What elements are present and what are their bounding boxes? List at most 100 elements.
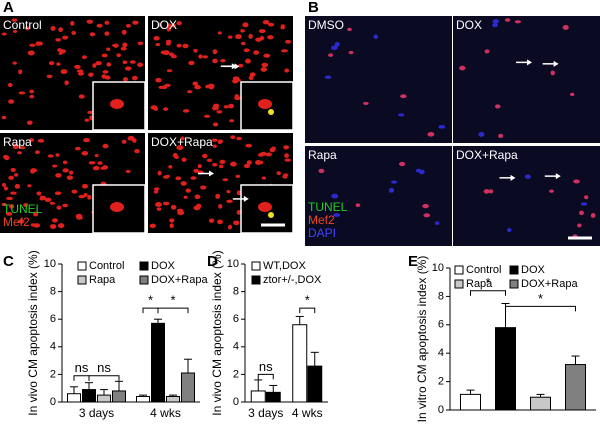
- cell: [363, 101, 369, 105]
- cell: [228, 103, 235, 109]
- cell: [578, 210, 585, 216]
- cell: [132, 138, 137, 143]
- arrow-head: [553, 60, 559, 67]
- bar: [565, 364, 586, 411]
- cell: [153, 190, 159, 194]
- annotation: *: [170, 293, 175, 308]
- cell: [1, 183, 7, 187]
- cell: [234, 94, 239, 99]
- cell: [243, 163, 251, 169]
- cell: [102, 70, 109, 74]
- annotation: *: [148, 293, 153, 308]
- micrograph: [453, 146, 600, 246]
- cell: [102, 165, 109, 170]
- cell: [24, 26, 30, 31]
- apoptotic-cell: [268, 109, 274, 115]
- cell: [504, 18, 511, 22]
- cell: [158, 85, 164, 89]
- cell: [29, 89, 35, 94]
- cell: [507, 227, 512, 233]
- cell: [229, 119, 235, 123]
- arrow-head: [243, 195, 249, 202]
- cell: [570, 92, 575, 97]
- cell: [236, 136, 242, 141]
- cell: [167, 23, 172, 28]
- annotation: ns: [259, 359, 273, 374]
- cell: [211, 106, 219, 111]
- cell: [8, 99, 15, 104]
- cell: [54, 191, 62, 196]
- cell: [333, 213, 341, 217]
- cell: [192, 81, 199, 86]
- cell: [281, 49, 289, 53]
- micrograph: [305, 146, 452, 246]
- cell: [29, 137, 34, 142]
- cell: [29, 94, 35, 99]
- cell: [18, 69, 23, 75]
- cell: [498, 133, 504, 139]
- cell: [1, 202, 7, 207]
- cell: [206, 158, 213, 163]
- cell: [74, 146, 81, 151]
- bar: [530, 396, 551, 411]
- cell: [267, 22, 275, 27]
- cell: [248, 33, 253, 39]
- cell: [175, 176, 182, 181]
- cell: [92, 165, 100, 171]
- y-axis-label: In vivo CM apoptosis index (%): [26, 250, 40, 415]
- cell: [83, 138, 90, 143]
- cell: [101, 53, 108, 58]
- cell: [4, 155, 10, 161]
- cell: [34, 150, 40, 155]
- cell: [164, 83, 171, 87]
- cell: [50, 224, 57, 229]
- cell: [18, 219, 25, 224]
- cell: [438, 125, 446, 129]
- bar: [112, 390, 126, 403]
- cell: [88, 161, 96, 165]
- cell: [186, 90, 193, 94]
- cell: [132, 20, 139, 25]
- cell: [260, 67, 267, 72]
- cell: [492, 23, 498, 28]
- y-axis-label: In vivo CM apoptosis index (%): [210, 250, 224, 415]
- cell: [248, 75, 254, 80]
- tile-label: Control: [3, 18, 42, 32]
- significance-bracket: [142, 307, 159, 314]
- tile-label: DOX: [456, 18, 482, 32]
- cell: [97, 161, 103, 165]
- legend-label: DOX+Rapa: [151, 274, 208, 286]
- tile-label: DMSO: [308, 18, 344, 32]
- cell: [205, 84, 210, 89]
- legend-swatch: [454, 265, 464, 275]
- cell: [129, 60, 136, 64]
- arrow-head: [209, 170, 215, 177]
- cell: [30, 223, 36, 227]
- cell: [44, 197, 52, 202]
- cell: [197, 164, 202, 169]
- cell: [215, 193, 221, 199]
- cell: [156, 207, 162, 211]
- cell: [62, 160, 68, 165]
- tile-label: DOX+Rapa: [456, 148, 518, 162]
- cell: [318, 168, 325, 173]
- significance-bracket: [505, 305, 576, 312]
- cell: [208, 218, 215, 223]
- arrow-head: [527, 59, 533, 66]
- cell: [48, 61, 55, 66]
- cell: [235, 174, 241, 178]
- bar: [151, 322, 165, 403]
- cell: [176, 21, 182, 26]
- cell: [57, 48, 63, 52]
- cell: [400, 94, 407, 99]
- cell: [233, 220, 240, 226]
- cell: [33, 211, 39, 217]
- cell: [283, 145, 290, 150]
- bar: [181, 372, 195, 403]
- significance-bracket: [88, 375, 120, 381]
- cell: [216, 110, 223, 114]
- legend-label: ztor+/-,DOX: [263, 274, 322, 286]
- cell: [153, 36, 160, 41]
- cell: [169, 218, 175, 223]
